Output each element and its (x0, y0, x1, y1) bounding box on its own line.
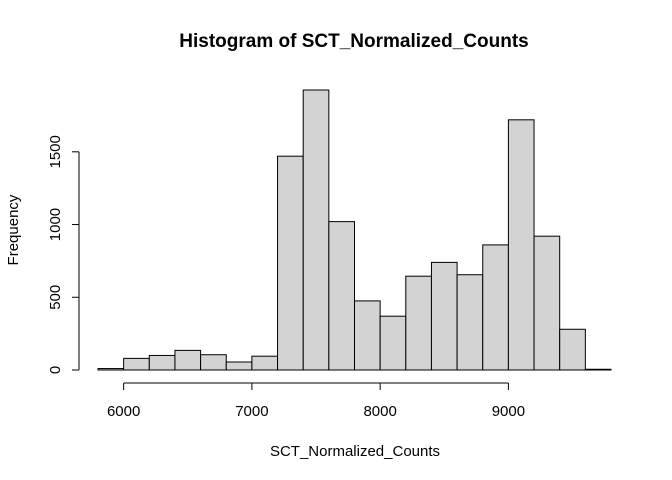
histogram-bar (379, 315, 407, 371)
histogram-bar (456, 274, 484, 371)
histogram-bar (482, 244, 509, 371)
histogram-bar (533, 235, 561, 371)
histogram-bar (328, 221, 356, 371)
y-tick-label: 1000 (47, 208, 64, 241)
histogram-bar (507, 119, 535, 371)
y-axis: 0 500 1000 1500 (47, 135, 80, 374)
x-axis-label: SCT_Normalized_Counts (270, 443, 440, 460)
histogram-bar (430, 261, 458, 371)
histogram-bar (354, 300, 381, 371)
histogram-bars (97, 89, 612, 371)
x-tick-label: 9000 (492, 403, 525, 420)
y-tick-label: 500 (47, 285, 64, 310)
y-tick-label: 0 (47, 366, 64, 374)
histogram-bar (302, 89, 330, 371)
histogram-bar (405, 275, 432, 371)
x-tick-label: 8000 (363, 403, 396, 420)
histogram-bar (559, 328, 586, 371)
chart-title: Histogram of SCT_Normalized_Counts (179, 31, 528, 52)
y-tick-label: 1500 (47, 135, 64, 168)
histogram-bar (97, 368, 125, 371)
histogram-bar (225, 361, 253, 371)
histogram-bar (174, 349, 202, 371)
histogram-bar (200, 354, 227, 371)
x-tick-label: 6000 (107, 403, 140, 420)
x-tick-label: 7000 (235, 403, 268, 420)
y-axis-label: Frequency (5, 194, 22, 265)
histogram-bar (148, 354, 176, 371)
histogram-bar (251, 355, 279, 371)
histogram-bar (123, 357, 150, 371)
histogram-bar (584, 368, 612, 371)
x-axis: 6000 7000 8000 9000 (107, 382, 525, 420)
histogram-bar (277, 155, 304, 371)
